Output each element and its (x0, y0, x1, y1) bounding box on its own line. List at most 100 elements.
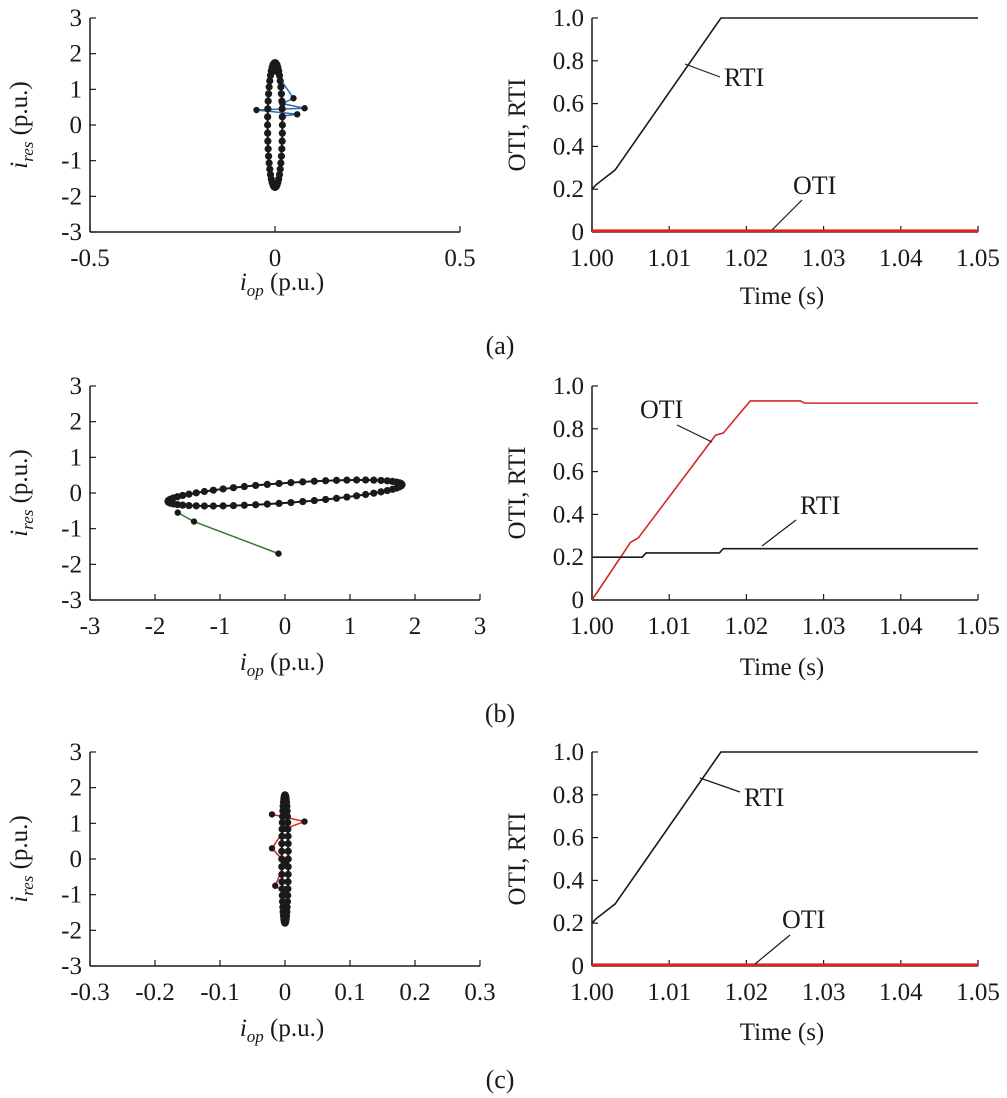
y-tick-label: 0.6 (553, 91, 584, 118)
data-point (353, 492, 361, 500)
transient-point (271, 68, 279, 75)
y-tick-label: 1.0 (553, 739, 584, 766)
y-axis-label: OTI, RTI (504, 447, 531, 540)
y-tick-label: 1 (70, 76, 83, 103)
y-axis-label: OTI, RTI (504, 813, 531, 906)
transient-point (301, 105, 308, 112)
x-axis-label: iop (p.u.) (240, 1015, 324, 1046)
data-point (173, 501, 182, 509)
data-point (252, 501, 260, 509)
data-point (209, 502, 217, 510)
y-tick-label: 0.8 (553, 48, 584, 75)
data-point (278, 878, 286, 886)
data-point (277, 83, 285, 91)
x-tick-label: 0.5 (444, 245, 475, 272)
transient-point (272, 882, 279, 889)
x-tick-labels: -3 -2 -1 0 1 2 3 (80, 594, 486, 640)
data-point (278, 129, 286, 137)
oti-leader-line (771, 199, 803, 231)
x-tick-label: 0 (279, 979, 292, 1006)
y-tick-label: 0 (70, 112, 83, 139)
y-tick-label: -1 (61, 516, 82, 543)
x-tick-label: 0 (269, 245, 282, 272)
transient-point (268, 845, 276, 852)
rti-label: RTI (800, 491, 840, 520)
data-point (265, 83, 273, 91)
y-tick-label: 1 (70, 810, 83, 837)
transient-point (174, 509, 181, 516)
data-point (192, 489, 200, 497)
x-tick-label: 1.05 (956, 613, 1000, 640)
y-tick-label: 1.0 (553, 5, 584, 32)
scatter-plot-c: 3 2 1 0 -1 -2 -3 -0.3 -0.2 -0.1 0 0.1 0.2 0.3 iop (p… (6, 739, 496, 1046)
x-tick-label: -0.3 (70, 979, 110, 1006)
oti-label: OTI (640, 395, 683, 424)
panel-c: 3 2 1 0 -1 -2 -3 -0.3 -0.2 -0.1 0 0.1 0.2 0.3 iop (p… (6, 739, 1000, 1094)
data-point (229, 502, 238, 510)
oti-leader-line (676, 424, 713, 443)
series-line-rti (591, 17, 978, 190)
data-point (377, 488, 385, 496)
data-point (209, 486, 217, 494)
data-point (284, 878, 292, 886)
transient-point (294, 111, 301, 118)
transient-point (275, 550, 282, 557)
data-point (343, 476, 351, 484)
data-point (264, 105, 272, 113)
y-axis-label: OTI, RTI (504, 79, 531, 172)
data-point (284, 840, 292, 848)
x-tick-label: 1.05 (956, 979, 1000, 1006)
time-series-marks (591, 751, 978, 967)
x-axis-label: iop (p.u.) (240, 649, 324, 680)
scatter-plot-b: 3 2 1 0 -1 -2 -3 -3 -2 -1 0 1 2 3 iop (p.u.) ires (p… (6, 373, 486, 680)
y-tick-label: 2 (70, 41, 83, 68)
transient-point (279, 112, 286, 120)
data-point (310, 477, 318, 485)
data-point (264, 137, 272, 145)
x-tick-labels: -0.5 0 0.5 (70, 226, 476, 272)
transient-point (281, 859, 289, 866)
transient-point (281, 889, 289, 897)
x-tick-label: -0.2 (135, 979, 175, 1006)
data-point (332, 494, 341, 502)
y-tick-label: 0 (70, 846, 83, 873)
data-point (278, 812, 287, 821)
x-tick-label: 1.00 (570, 613, 614, 640)
data-point (284, 870, 292, 878)
data-point (322, 477, 330, 485)
data-point (383, 477, 391, 485)
data-point (283, 903, 291, 911)
data-point (353, 476, 361, 484)
x-tick-label: 1 (344, 613, 357, 640)
data-point (240, 482, 248, 491)
scatter-marks (268, 791, 308, 927)
y-tick-label: -2 (61, 551, 82, 578)
data-point (265, 159, 273, 167)
data-point (277, 90, 286, 98)
data-point (192, 502, 200, 510)
data-point (252, 481, 260, 490)
rti-leader-line (699, 777, 741, 793)
x-tick-label: 1.02 (725, 979, 769, 1006)
x-tick-label: 1.03 (802, 979, 846, 1006)
y-tick-label: 0 (572, 587, 585, 614)
data-point (275, 479, 283, 488)
data-point (310, 496, 318, 505)
data-point (287, 479, 295, 487)
rti-leader-line (684, 63, 721, 78)
data-point (299, 498, 307, 506)
y-tick-label: -3 (61, 953, 82, 980)
data-point (264, 90, 273, 98)
oti-label: OTI (793, 171, 836, 200)
data-point (229, 484, 238, 492)
x-tick-label: 1.00 (570, 979, 614, 1006)
x-tick-label: 0 (279, 613, 292, 640)
oti-label: OTI (782, 905, 825, 934)
data-point (275, 499, 283, 507)
y-axis-label: ires (p.u.) (6, 815, 37, 903)
data-point (370, 489, 378, 497)
y-tick-labels: 1.0 0.8 0.6 0.4 0.2 0 (553, 739, 598, 980)
y-tick-labels: 3 2 1 0 -1 -2 -3 (61, 373, 96, 614)
transient-point (281, 825, 289, 832)
x-tick-label: 2 (409, 613, 422, 640)
